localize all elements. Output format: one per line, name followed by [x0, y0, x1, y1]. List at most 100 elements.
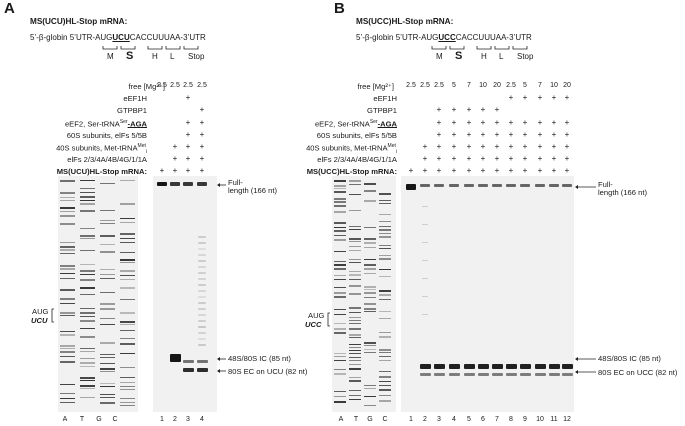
ladder-band [334, 328, 346, 330]
ladder-band [334, 360, 346, 361]
ladder-band [334, 369, 346, 370]
condition-mark: + [185, 117, 191, 127]
ladder-band [120, 287, 135, 289]
ladder-band [80, 380, 95, 381]
smear [198, 266, 206, 268]
ladder-band [120, 259, 135, 261]
ladder-band [349, 360, 361, 361]
condition-mark: + [508, 166, 514, 176]
ladder-band [100, 292, 115, 293]
condition-mark: + [466, 154, 472, 164]
condition-mark: + [494, 105, 500, 115]
mg-value: 2.5 [406, 82, 416, 89]
ladder-band [120, 279, 135, 280]
ladder-band [334, 296, 346, 298]
condition-label: GTPBP1 [117, 106, 147, 116]
ladder-band [349, 344, 361, 345]
condition-label: GTPBP1 [367, 106, 397, 116]
condition-mark: + [494, 142, 500, 151]
codon-bracket [512, 46, 528, 50]
aug-label: AUG [308, 311, 325, 320]
ec-band [183, 368, 194, 372]
ladder-band [364, 396, 376, 397]
condition-mark: + [185, 142, 191, 151]
ladder-band [60, 289, 75, 291]
ladder-band [334, 309, 346, 310]
condition-mark: + [480, 154, 486, 164]
ic-label: 48S/80S IC (85 nt) [598, 354, 661, 363]
sequencing-lane-label: T [79, 416, 85, 423]
ladder-band [349, 377, 361, 378]
condition-mark: + [466, 105, 472, 115]
ladder-band [364, 264, 376, 266]
ladder-band [334, 275, 346, 276]
ladder-band [379, 395, 391, 396]
codon-label: L [170, 52, 175, 61]
ladder-band [379, 255, 391, 256]
ec-band [506, 373, 517, 376]
ladder-band [379, 381, 391, 382]
full-length-band [464, 184, 474, 187]
full-length-band [506, 184, 516, 187]
condition-mark: + [522, 117, 528, 127]
smear [198, 284, 206, 286]
condition-label: 60S subunits, elFs 5/5B [316, 130, 397, 140]
ladder-band [349, 241, 361, 242]
condition-mark: + [408, 166, 414, 176]
ladder-band [349, 317, 361, 318]
ladder-band [349, 337, 361, 338]
condition-mark: + [494, 129, 500, 139]
codon-side-label: UCC [305, 320, 322, 329]
ladder-band [80, 320, 95, 322]
codon-label: M [436, 52, 443, 61]
ladder-band [349, 210, 361, 211]
ladder-band [379, 233, 391, 234]
lane-number: 12 [563, 416, 571, 423]
smear [198, 242, 206, 244]
ladder-band [60, 246, 75, 248]
ladder-band [379, 360, 391, 361]
ladder-band [364, 342, 376, 344]
ladder-band [120, 321, 135, 323]
ladder-band [334, 211, 346, 213]
ladder-band [334, 205, 346, 207]
seq-prefix: 5’-β-globin 5’UTR-AUG [356, 33, 439, 42]
mg-label: free [Mg²⁺] [357, 82, 394, 91]
panel-letter: A [4, 0, 15, 17]
full-length-band [449, 184, 459, 187]
ladder-band [60, 351, 75, 353]
ladder-band [349, 350, 361, 351]
codon-label: L [499, 52, 504, 61]
ladder-band [80, 316, 95, 317]
lane-number: 10 [536, 416, 544, 423]
ic-band [535, 364, 546, 369]
condition-label: MS(UCC)HL-Stop mRNA: [306, 167, 397, 177]
full-length-band [170, 182, 180, 186]
ladder-band [60, 197, 75, 198]
ladder-band [349, 320, 361, 321]
ladder-band [334, 287, 346, 288]
ladder-band [349, 368, 361, 370]
ladder-band [364, 308, 376, 310]
full-length-label-2: length (166 nt) [228, 186, 277, 195]
condition-mark: + [551, 93, 557, 103]
ladder-band [80, 351, 95, 352]
mg-value: 10 [550, 82, 558, 89]
condition-mark: + [436, 117, 442, 127]
sequencing-gel [58, 176, 138, 412]
panel-letter: B [334, 0, 345, 17]
condition-mark: + [508, 129, 514, 139]
ladder-band [364, 227, 376, 228]
lane-number: 9 [523, 416, 527, 423]
ladder-band [349, 334, 361, 336]
ladder-band [100, 363, 115, 364]
codon-label: Stop [517, 52, 534, 61]
condition-mark: + [522, 154, 528, 164]
mg-value: 2.5 [506, 82, 516, 89]
ladder-band [364, 247, 376, 248]
ladder-band [100, 397, 115, 398]
ladder-band [60, 361, 75, 363]
ladder-band [60, 348, 75, 349]
condition-mark: + [564, 142, 570, 151]
condition-mark: + [451, 166, 457, 176]
